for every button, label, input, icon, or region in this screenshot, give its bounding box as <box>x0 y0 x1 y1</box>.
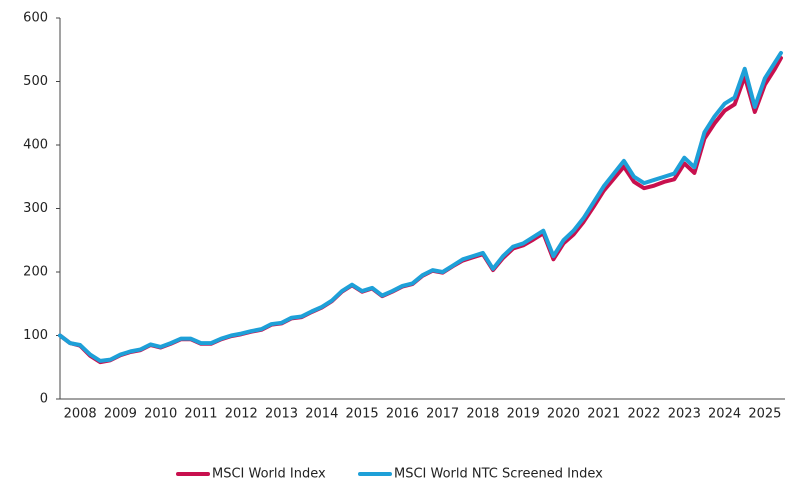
x-tick-label: 2015 <box>346 407 379 422</box>
series-line <box>58 50 783 363</box>
series-line <box>58 56 783 365</box>
x-tick-label: 2008 <box>64 407 97 422</box>
y-tick-label: 100 <box>23 328 48 343</box>
y-tick-label: 300 <box>23 201 48 216</box>
x-tick-label: 2023 <box>668 407 701 422</box>
x-tick-label: 2010 <box>144 407 177 422</box>
x-tick-label: 2016 <box>386 407 419 422</box>
x-tick-label: 2025 <box>748 407 781 422</box>
x-tick-label: 2020 <box>547 407 580 422</box>
y-tick-label: 400 <box>23 138 48 153</box>
y-tick-label: 600 <box>23 11 48 26</box>
y-tick-label: 0 <box>40 392 48 407</box>
y-tick-label: 200 <box>23 265 48 280</box>
x-tick-label: 2018 <box>466 407 499 422</box>
x-tick-label: 2024 <box>708 407 741 422</box>
y-tick-label: 500 <box>23 74 48 89</box>
x-tick-label: 2014 <box>305 407 338 422</box>
x-tick-label: 2009 <box>104 407 137 422</box>
x-tick-label: 2017 <box>426 407 459 422</box>
x-tick-label: 2019 <box>507 407 540 422</box>
legend-label: MSCI World NTC Screened Index <box>394 467 603 482</box>
x-tick-label: 2022 <box>627 407 660 422</box>
x-tick-label: 2021 <box>587 407 620 422</box>
x-tick-label: 2013 <box>265 407 298 422</box>
x-tick-label: 2012 <box>225 407 258 422</box>
x-tick-label: 2011 <box>184 407 217 422</box>
legend-label: MSCI World Index <box>212 467 326 482</box>
